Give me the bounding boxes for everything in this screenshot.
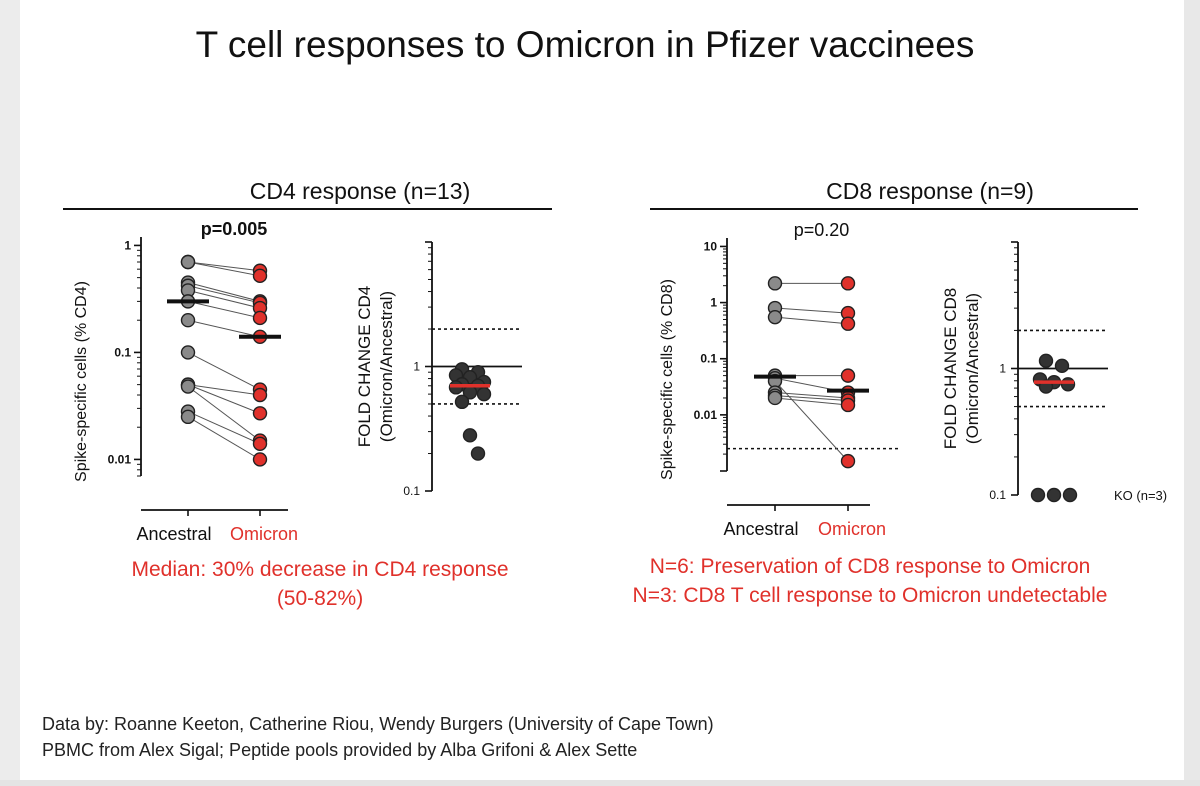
cd4-summary-line-1: Median: 30% decrease in CD4 response	[131, 558, 509, 581]
cd4-paired-ancestral-point	[180, 254, 196, 270]
cd4-paired-omicron-point	[252, 268, 268, 284]
cd8-paired-y-label: Spike-specific cells (% CD8)	[659, 279, 676, 480]
cd8-paired-tick-label: 10	[704, 239, 718, 253]
cd4-paired-pair-line	[187, 282, 261, 302]
cd8-paired-omicron-point	[840, 316, 856, 331]
cd8-paired-pvalue: p=0.20	[794, 220, 850, 240]
cd8-paired-omicron-point	[840, 453, 856, 469]
cd4-paired-omicron-point	[252, 452, 268, 467]
cd4-fold-tick-label: 0.1	[403, 484, 420, 498]
cd4-paired-tick-label: 0.01	[108, 452, 132, 466]
cd8-paired-pair-line	[774, 380, 849, 462]
cd4-paired-ancestral-point	[180, 345, 196, 360]
cd4-paired-tick-label: 0.1	[114, 345, 131, 359]
cd8-paired-pair-line	[774, 307, 849, 314]
cd4-summary: Median: 30% decrease in CD4 response (50…	[80, 555, 560, 613]
cd8-fold-ko-point	[1062, 487, 1078, 503]
cd4-paired-pair-line	[187, 351, 261, 390]
cd8-fold-point	[1038, 353, 1054, 369]
cd4-header: CD4 response (n=13)	[250, 178, 471, 204]
cd4-paired-pair-line	[187, 384, 261, 414]
cd4-paired-pair-line	[187, 261, 261, 272]
cd8-paired-pair-line	[774, 316, 849, 325]
cd8-paired-omicron-point	[840, 368, 856, 383]
cd4-paired-pair-line	[187, 300, 261, 319]
cd8-paired-omicron-point	[840, 397, 856, 413]
screenshot-frame-left	[0, 0, 20, 786]
cd4-paired-x-label-omicron: Omicron	[230, 524, 298, 544]
cd4-fold-tick-label: 1	[413, 360, 420, 374]
cd8-summary-line-1: N=6: Preservation of CD8 response to Omi…	[649, 555, 1091, 578]
cd4-fold-y-label: FOLD CHANGE CD4	[355, 286, 374, 448]
cd8-fold-tick-label: 0.1	[989, 488, 1006, 502]
cd8-paired-tick-label: 0.1	[700, 352, 717, 366]
cd8-paired-x-label-ancestral: Ancestral	[723, 519, 798, 539]
cd4-paired-ancestral-point	[180, 313, 196, 328]
cd4-summary-line-2: (50-82%)	[276, 587, 364, 610]
cd8-paired-ancestral-point	[767, 390, 783, 406]
cd4-fold-point	[462, 428, 478, 443]
cd8-fold-y-label-sub: (Omicron/Ancestral)	[963, 293, 982, 444]
cd4-paired-pair-line	[187, 384, 261, 396]
cd4-fold-point	[476, 386, 492, 402]
cd4-paired-ancestral-point	[180, 379, 196, 394]
cd4-paired-omicron-point	[252, 310, 268, 326]
cd4-paired-y-label: Spike-specific cells (% CD4)	[73, 281, 90, 482]
cd8-paired-x-label-omicron: Omicron	[818, 519, 886, 539]
cd8-paired-ancestral-point	[767, 276, 783, 291]
screenshot-frame-right	[1184, 0, 1200, 786]
screenshot-frame-bottom	[0, 780, 1200, 786]
cd8-fold-point	[1060, 377, 1076, 392]
cd4-paired-pair-line	[187, 319, 261, 338]
cd8-fold-point	[1054, 358, 1070, 374]
cd8-paired-pair-line	[774, 397, 849, 406]
cd4-paired-pair-line	[187, 285, 261, 304]
cd4-paired-ancestral-point	[180, 409, 196, 425]
cd4-paired-pair-line	[187, 386, 261, 441]
credit-line-2: PBMC from Alex Sigal; Peptide pools prov…	[42, 740, 638, 760]
cd4-fold-point	[454, 394, 470, 410]
cd8-paired-omicron-point	[840, 276, 856, 291]
cd8-paired-pair-line	[774, 395, 849, 402]
cd4-paired-tick-label: 1	[124, 238, 131, 252]
cd8-fold-ko-point	[1046, 487, 1062, 503]
cd4-paired-x-label-ancestral: Ancestral	[136, 524, 211, 544]
cd8-fold-tick-label: 1	[999, 362, 1006, 376]
cd4-paired-omicron-point	[252, 387, 268, 403]
credit-line-1: Data by: Roanne Keeton, Catherine Riou, …	[42, 714, 714, 734]
cd8-header: CD8 response (n=9)	[826, 178, 1034, 204]
cd8-paired-tick-label: 0.01	[694, 408, 718, 422]
cd8-fold-ko-label: KO (n=3)	[1114, 488, 1167, 503]
cd4-fold-point	[470, 446, 486, 461]
cd4-paired-pair-line	[187, 261, 261, 277]
cd4-paired-pair-line	[187, 289, 261, 309]
cd8-paired-ancestral-point	[767, 309, 783, 325]
cd4-paired-pair-line	[187, 411, 261, 445]
cd8-fold-ko-point	[1030, 487, 1046, 503]
slide-title: T cell responses to Omicron in Pfizer va…	[195, 24, 975, 65]
cd8-paired-tick-label: 1	[710, 296, 717, 310]
cd4-fold-y-label-sub: (Omicron/Ancestral)	[377, 291, 396, 442]
cd4-paired-omicron-point	[252, 436, 268, 451]
cd8-fold-y-label: FOLD CHANGE CD8	[941, 288, 960, 450]
cd8-summary-line-2: N=3: CD8 T cell response to Omicron unde…	[632, 584, 1108, 607]
cd4-paired-pair-line	[187, 416, 261, 460]
cd4-paired-pvalue: p=0.005	[201, 219, 268, 239]
cd4-paired-omicron-point	[252, 406, 268, 421]
cd8-paired-pair-line	[774, 392, 849, 399]
cd8-summary: N=6: Preservation of CD8 response to Omi…	[580, 552, 1160, 610]
